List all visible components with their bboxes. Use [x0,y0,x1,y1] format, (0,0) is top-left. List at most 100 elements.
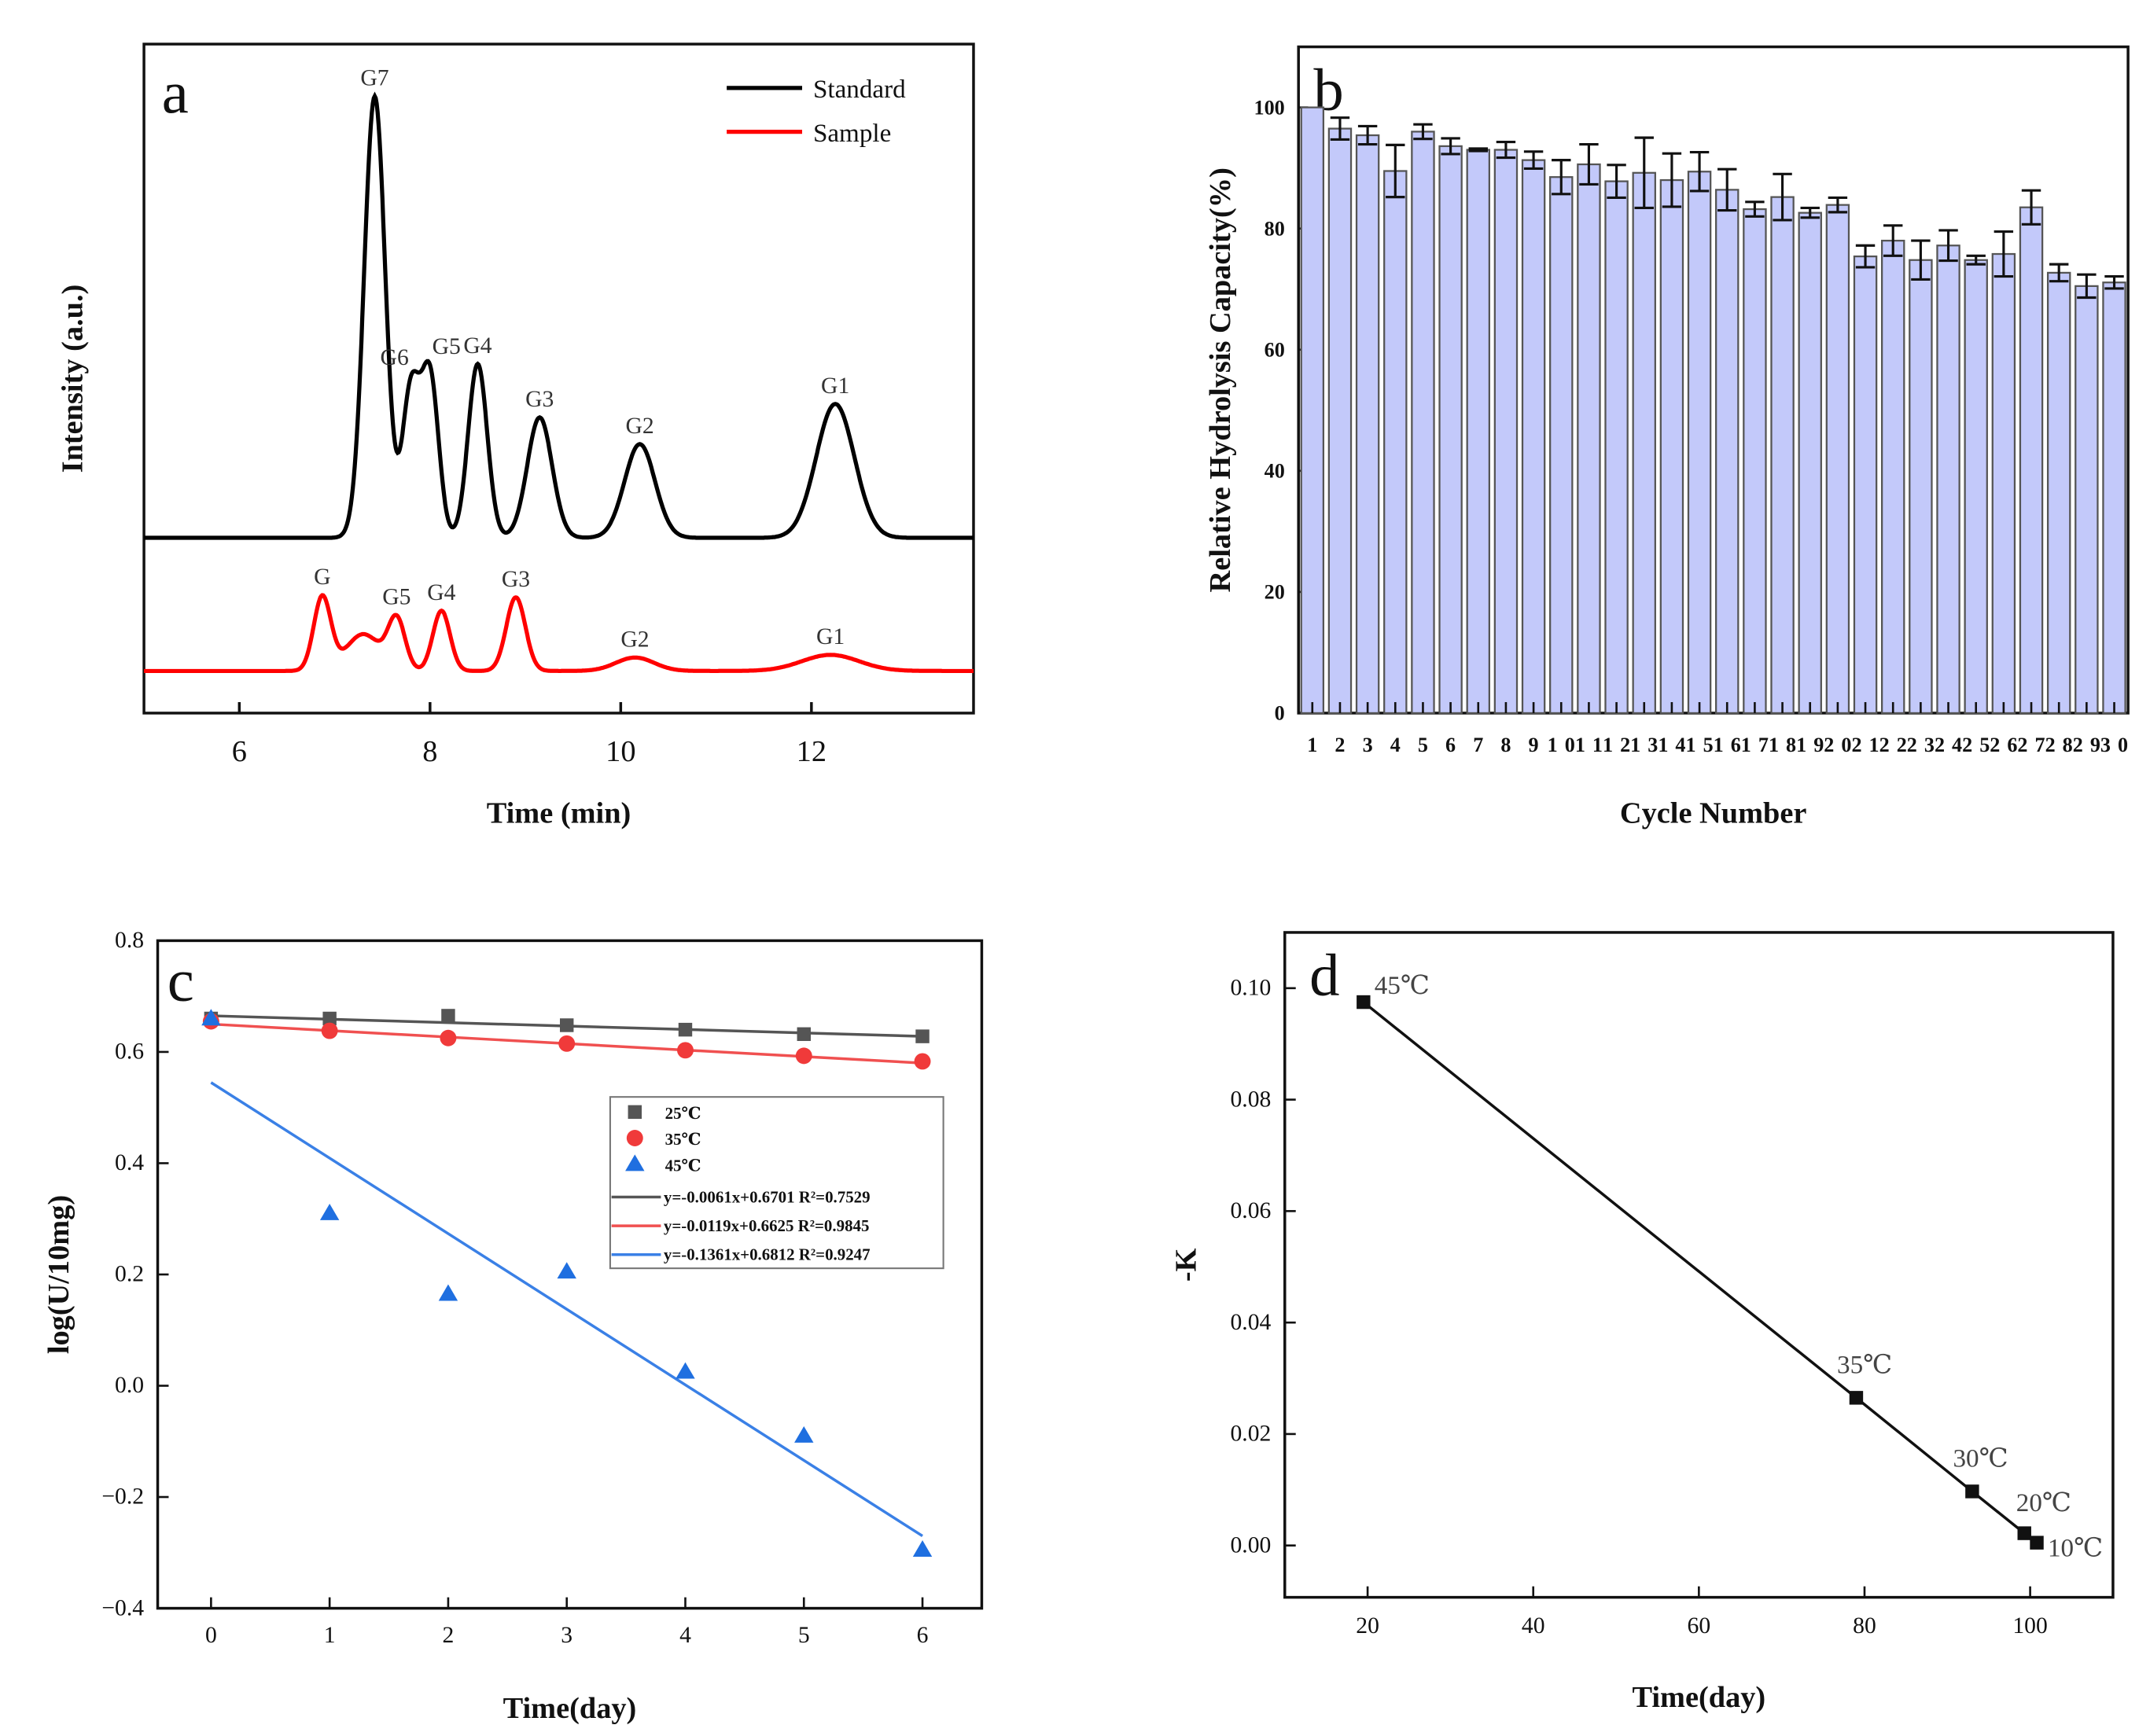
peak-label: G3 [502,567,530,592]
bar [1521,159,1546,715]
bar [2075,285,2099,715]
square-marker [441,1009,455,1023]
point-label: 30℃ [1953,1444,2008,1473]
bar [1355,134,1380,715]
y-tick-label: 0.6 [115,1039,144,1065]
data-point [1357,995,1371,1010]
y-tick-label: 0 [1275,702,1285,725]
x-axis-title: Time (min) [487,796,631,829]
series-line-standard [144,91,974,540]
x-tick-label: 3 [1363,734,1373,756]
bar [1853,255,1878,715]
y-tick-label: 0.06 [1230,1198,1271,1223]
x-tick-label: 26 [1990,734,2017,756]
x-tick-label: 40 [1522,1613,1545,1639]
y-tick-label: −0.4 [101,1595,144,1620]
bar [1880,239,1905,715]
point-label: 45℃ [1375,971,1430,1000]
x-tick-label: 3 [561,1623,572,1648]
legend-label: 25℃ [665,1104,701,1123]
circle-marker [795,1047,812,1065]
legend-label: Sample [813,119,891,148]
x-axis-title: Cycle Number [1620,796,1806,829]
x-axis-title: Time(day) [503,1692,637,1725]
triangle-marker [676,1362,695,1379]
bar [1632,171,1656,715]
bar [2102,281,2126,715]
square-marker [797,1027,811,1042]
y-tick-label: 0.0 [115,1373,144,1398]
x-axis-title: Time(day) [1632,1681,1765,1714]
bar [1909,259,1933,715]
triangle-marker [912,1540,933,1557]
y-tick-label: 100 [1254,96,1285,119]
x-tick-label: 80 [1853,1613,1876,1639]
peak-label: G3 [525,387,554,412]
panel-c: c Time(day) log(U/10mg) 0.8 0.6 0.4 0.2 0.0 −0.2… [42,928,984,1725]
data-point [1849,1391,1864,1405]
bar [1577,163,1601,715]
peak-label: G4 [463,333,491,359]
legend-label: y=-0.0119x+0.6625 R²=0.9845 [664,1216,870,1235]
triangle-marker [319,1203,340,1220]
panel-d: d Time(day) -K 0.00 0.02 0.04 0.06 0.08 0.10 20 40… [1169,931,2115,1714]
legend-label: y=-0.0061x+0.6701 R²=0.7529 [664,1187,871,1206]
peak-label: G6 [381,345,409,370]
peak-label: G7 [360,65,388,90]
bar [1300,106,1325,715]
data-point [2017,1526,2031,1540]
y-tick-label: 60 [1265,338,1285,361]
x-tick-label: 18 [1769,734,1796,756]
peak-label: G5 [382,585,410,610]
bar [1825,204,1850,715]
bar [2019,206,2044,715]
circle-marker [558,1035,576,1052]
x-tick-label: 8 [422,735,437,768]
x-tick-label: 30 [2100,734,2128,756]
bar [1411,131,1435,715]
x-tick-label: 11 [1575,734,1603,756]
square-marker [915,1029,930,1043]
bar [1743,208,1767,715]
legend-label: y=-0.1361x+0.6812 R²=0.9247 [664,1245,871,1264]
peak-label: G2 [625,414,653,439]
x-tick-label: 6 [917,1623,929,1648]
legend: 25℃ 35℃ 45℃ y=-0.0061x+0.6701 R²=0.7529 y=-0… [609,1096,944,1270]
square-marker [559,1018,574,1032]
bar [1383,170,1408,715]
x-tick-label: 23 [1907,734,1935,756]
x-tick-label: 5 [798,1623,810,1648]
y-tick-label: 0.02 [1230,1422,1271,1447]
x-tick-label: 15 [1685,734,1713,756]
bar [1798,211,1822,715]
x-tick-label: 22 [1879,734,1907,756]
bar [1604,180,1629,715]
y-axis-title: Intensity (a.u.) [57,285,90,473]
x-tick-label: 10 [606,735,635,768]
x-tick-label: 6 [232,735,247,768]
panel-letter: d [1309,942,1339,1009]
point-label: 35℃ [1837,1350,1892,1379]
x-tick-label: 0 [205,1623,217,1648]
circle-marker [914,1053,931,1070]
x-tick-label: 19 [1796,734,1824,756]
triangle-marker [438,1284,458,1301]
x-tick-label: 28 [2045,734,2073,756]
series-line-sample [144,593,974,674]
y-tick-label: 0.10 [1230,976,1271,1001]
bar [1964,259,1988,715]
y-axis-title: Relative Hydrolysis Capacity(%) [1204,167,1237,592]
x-tick-label: 14 [1658,734,1685,756]
y-tick-label: 0.08 [1230,1087,1271,1112]
x-tick-label: 60 [1688,1613,1711,1639]
legend-label: 35℃ [665,1130,701,1149]
circle-marker [677,1042,694,1059]
x-tick-label: 27 [2017,734,2045,756]
x-tick-label: 1 [324,1623,336,1648]
y-tick-label: 0.04 [1230,1310,1271,1335]
bar [1991,252,2016,715]
x-tick-label: 2 [1335,734,1345,756]
peak-label: G5 [433,334,461,359]
